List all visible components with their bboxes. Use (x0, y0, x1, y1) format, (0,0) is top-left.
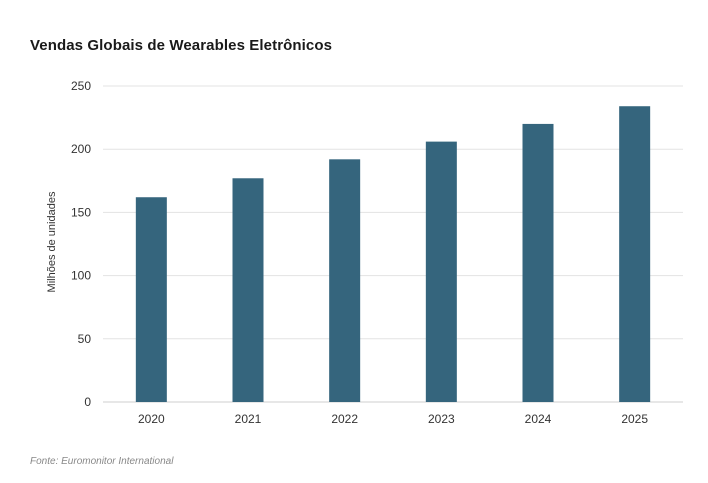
x-tick-label: 2024 (525, 412, 552, 426)
chart-title: Vendas Globais de Wearables Eletrônicos (30, 37, 333, 54)
x-tick-label: 2020 (138, 412, 165, 426)
y-tick-label: 50 (78, 332, 92, 346)
bar-2021 (232, 178, 264, 402)
y-tick-label: 250 (71, 79, 91, 93)
bar-2023 (425, 141, 457, 402)
x-tick-label: 2021 (235, 412, 262, 426)
y-axis-ticks: 0 50 100 150 200 250 (71, 79, 91, 409)
y-axis-title: Milhões de unidades (46, 191, 58, 292)
x-tick-label: 2025 (621, 412, 648, 426)
x-axis-ticks: 2020 2021 2022 2023 2024 2025 (138, 412, 648, 426)
x-tick-label: 2023 (428, 412, 455, 426)
x-tick-label: 2022 (331, 412, 358, 426)
bar-2022 (329, 159, 361, 402)
bar-2025 (619, 106, 651, 402)
bar-2020 (135, 197, 167, 402)
y-tick-label: 0 (84, 395, 91, 409)
gridlines (103, 85, 683, 403)
bars (135, 106, 651, 403)
bar-2024 (522, 123, 554, 403)
y-tick-label: 200 (71, 142, 91, 156)
y-tick-label: 100 (71, 269, 91, 283)
y-tick-label: 150 (71, 205, 91, 219)
source-note: Fonte: Euromonitor International (30, 456, 174, 467)
